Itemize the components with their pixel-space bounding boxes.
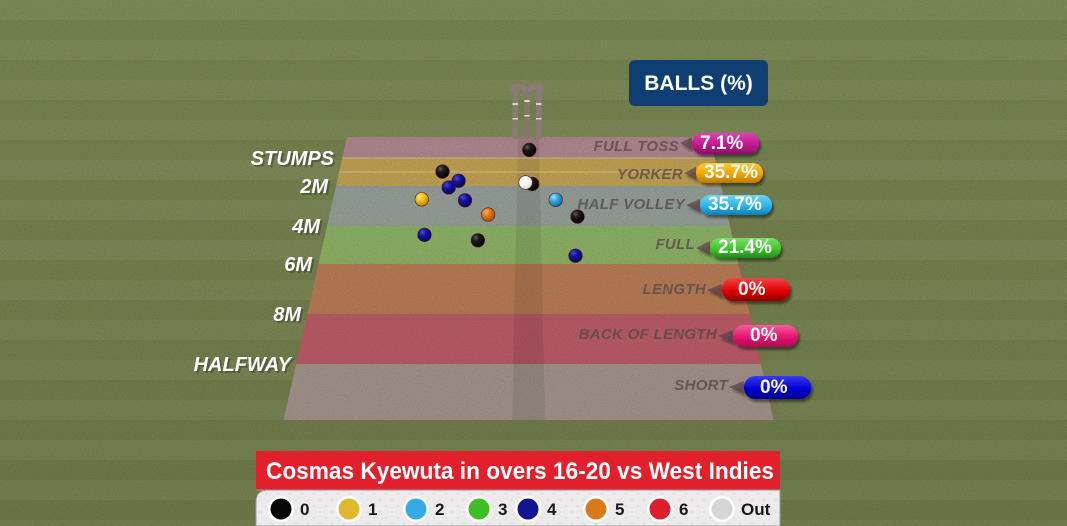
svg-text:Out: Out <box>741 500 771 519</box>
svg-text:3: 3 <box>498 500 507 519</box>
svg-text:Cosmas Kyewuta in overs 16-20: Cosmas Kyewuta in overs 16-20 vs West In… <box>266 458 774 485</box>
svg-text:2: 2 <box>435 500 444 519</box>
svg-text:YORKER: YORKER <box>617 166 683 183</box>
svg-text:5: 5 <box>615 500 624 519</box>
svg-text:0: 0 <box>300 500 309 519</box>
svg-text:35.7%: 35.7% <box>708 194 762 215</box>
svg-text:FULL: FULL <box>655 236 695 253</box>
svg-text:1: 1 <box>368 500 377 519</box>
svg-text:2M: 2M <box>299 176 329 198</box>
svg-text:4: 4 <box>547 500 557 519</box>
svg-text:FULL TOSS: FULL TOSS <box>594 138 680 155</box>
svg-text:4M: 4M <box>291 216 321 238</box>
svg-text:35.7%: 35.7% <box>704 162 758 183</box>
svg-text:BACK OF LENGTH: BACK OF LENGTH <box>579 326 718 343</box>
svg-text:21.4%: 21.4% <box>718 237 772 258</box>
svg-text:6M: 6M <box>284 254 313 276</box>
svg-text:SHORT: SHORT <box>674 377 729 394</box>
svg-text:0%: 0% <box>738 279 766 300</box>
svg-text:8M: 8M <box>273 304 302 326</box>
svg-text:0%: 0% <box>760 377 788 398</box>
svg-text:HALFWAY: HALFWAY <box>194 354 293 376</box>
svg-text:STUMPS: STUMPS <box>251 148 335 170</box>
svg-text:6: 6 <box>679 500 688 519</box>
svg-text:BALLS (%): BALLS (%) <box>644 72 753 95</box>
svg-text:HALF VOLLEY: HALF VOLLEY <box>578 196 687 213</box>
svg-text:LENGTH: LENGTH <box>643 281 707 298</box>
svg-text:7.1%: 7.1% <box>700 133 743 154</box>
svg-text:0%: 0% <box>750 325 778 346</box>
